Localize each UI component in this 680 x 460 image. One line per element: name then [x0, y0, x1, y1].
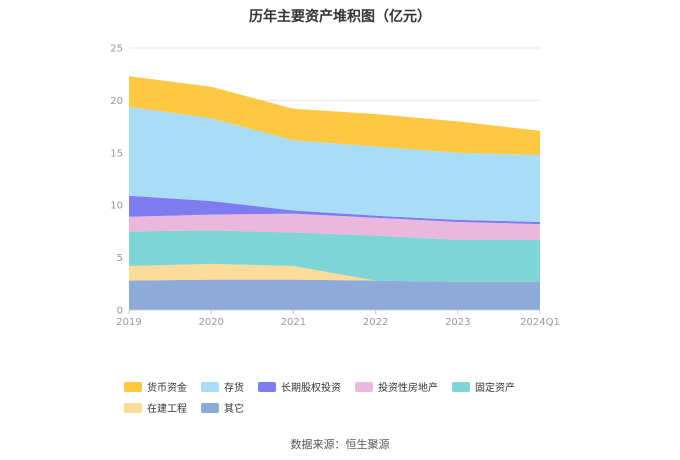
area-series [129, 76, 540, 310]
x-tick-label: 2020 [198, 317, 223, 328]
legend-label: 存货 [224, 383, 244, 394]
area-series-4 [129, 195, 540, 225]
legend-item[interactable]: 固定资产 [452, 379, 515, 394]
legend-swatch [355, 381, 373, 392]
legend-label: 固定资产 [475, 383, 515, 394]
y-tick-label: 20 [110, 96, 123, 107]
area-series-5 [129, 106, 540, 222]
area-series-6 [129, 76, 540, 155]
legend-item[interactable]: 存货 [201, 379, 244, 394]
legend-swatch [452, 381, 470, 392]
legend-swatch [201, 402, 219, 413]
y-tick-label: 15 [110, 148, 123, 159]
area-series-3 [129, 213, 540, 240]
x-tick-label: 2021 [281, 317, 306, 328]
x-tick-label: 2019 [116, 317, 141, 328]
legend-item[interactable]: 货币资金 [124, 379, 187, 394]
data-source: 数据来源：恒生聚源 [290, 438, 390, 451]
y-axis: 0 5 10 15 20 25 [110, 44, 123, 317]
y-tick-label: 0 [117, 306, 123, 317]
legend-label: 货币资金 [147, 383, 187, 394]
x-tick-label: 2022 [363, 317, 388, 328]
x-tick-label: 2024Q1 [520, 317, 560, 328]
legend-swatch [258, 381, 276, 392]
y-tick-label: 5 [117, 253, 123, 264]
y-tick-label: 25 [110, 44, 123, 55]
x-tick-label: 2023 [445, 317, 470, 328]
chart-title: 历年主要资产堆积图（亿元） [249, 9, 431, 25]
legend-label: 在建工程 [147, 404, 187, 415]
area-series-1 [129, 263, 540, 282]
x-axis: 2019 2020 2021 2022 2023 2024Q1 [116, 309, 560, 328]
area-series-0 [129, 279, 540, 310]
legend-item[interactable]: 其它 [201, 400, 244, 415]
legend-swatch [201, 381, 219, 392]
legend: 货币资金 存货 长期股权投资 投资性房地产 固定资产在建工程 其它 [124, 379, 584, 415]
legend-item[interactable]: 在建工程 [124, 400, 187, 415]
legend-swatch [124, 381, 142, 392]
legend-label: 投资性房地产 [378, 383, 438, 394]
legend-label: 长期股权投资 [281, 383, 341, 394]
legend-item[interactable]: 长期股权投资 [258, 379, 341, 394]
legend-item[interactable]: 投资性房地产 [355, 379, 438, 394]
legend-swatch [124, 402, 142, 413]
area-series-2 [129, 230, 540, 282]
y-tick-label: 10 [110, 201, 123, 212]
legend-label: 其它 [224, 404, 244, 415]
